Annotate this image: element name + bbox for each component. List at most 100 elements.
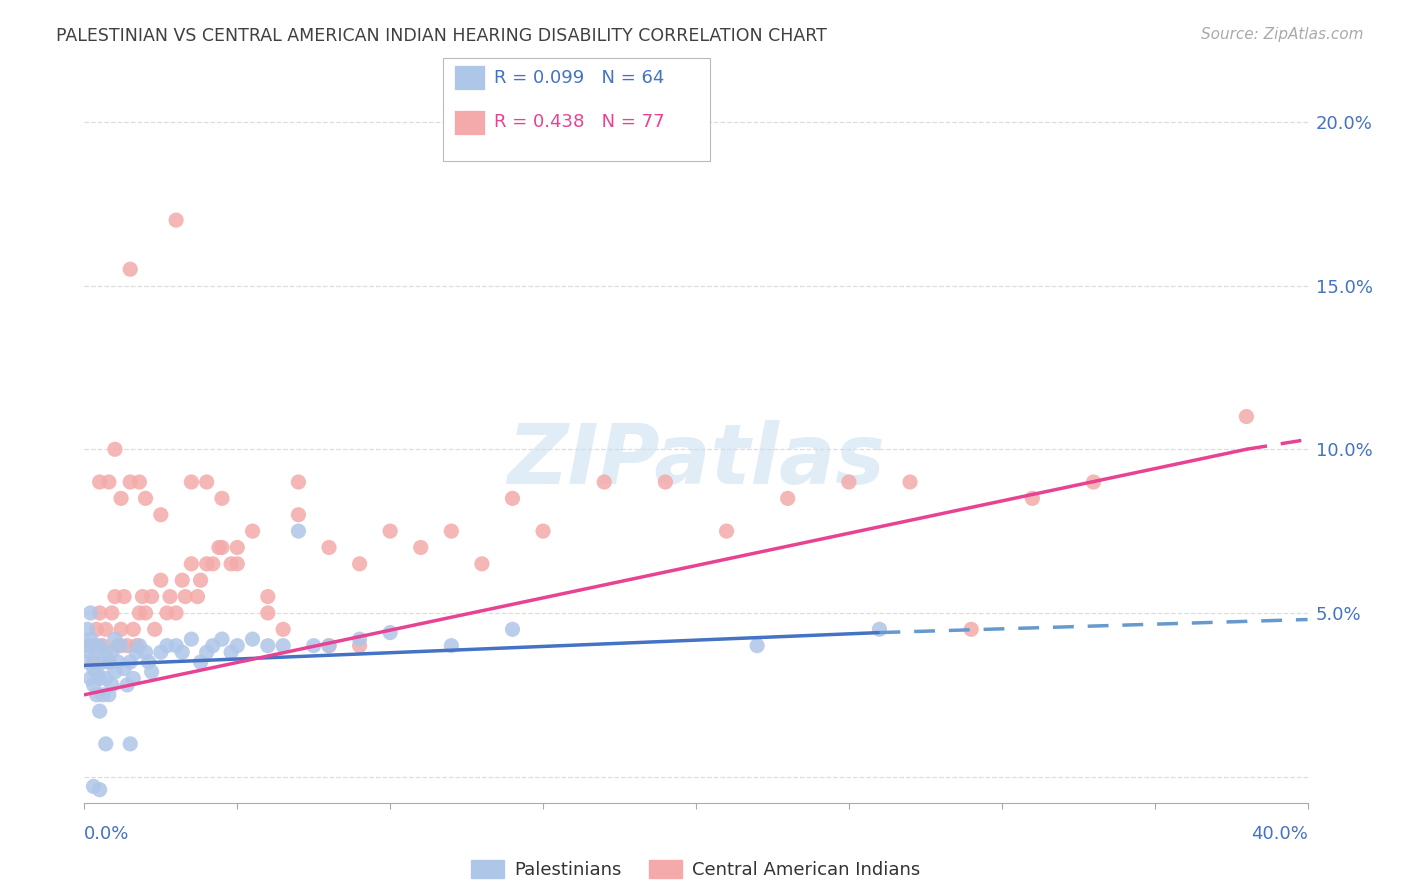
Point bbox=[531, 524, 554, 538]
Point bbox=[101, 606, 124, 620]
Point bbox=[380, 524, 402, 538]
Point bbox=[257, 590, 280, 604]
Point bbox=[165, 213, 187, 227]
Point bbox=[165, 639, 187, 653]
Point bbox=[79, 606, 101, 620]
Text: PALESTINIAN VS CENTRAL AMERICAN INDIAN HEARING DISABILITY CORRELATION CHART: PALESTINIAN VS CENTRAL AMERICAN INDIAN H… bbox=[56, 27, 827, 45]
Point bbox=[180, 557, 202, 571]
Point bbox=[86, 645, 108, 659]
Point bbox=[219, 557, 242, 571]
Point bbox=[86, 623, 108, 637]
Point bbox=[838, 475, 860, 489]
Point bbox=[409, 541, 432, 555]
Point bbox=[120, 262, 142, 277]
Point bbox=[208, 541, 231, 555]
Point bbox=[654, 475, 676, 489]
Point bbox=[226, 639, 249, 653]
Point bbox=[131, 590, 153, 604]
Point bbox=[83, 780, 105, 794]
Point bbox=[195, 475, 218, 489]
Point bbox=[1236, 409, 1258, 424]
Point bbox=[287, 475, 309, 489]
Point bbox=[1021, 491, 1043, 506]
Point bbox=[135, 645, 157, 659]
Point bbox=[97, 475, 120, 489]
Point bbox=[138, 655, 160, 669]
Point bbox=[112, 662, 135, 676]
Text: Source: ZipAtlas.com: Source: ZipAtlas.com bbox=[1201, 27, 1364, 42]
Point bbox=[211, 541, 233, 555]
Point bbox=[287, 508, 309, 522]
Point bbox=[94, 672, 117, 686]
Point bbox=[1083, 475, 1105, 489]
Point bbox=[110, 623, 132, 637]
Point bbox=[219, 645, 242, 659]
Point bbox=[94, 645, 117, 659]
Point bbox=[776, 491, 799, 506]
Point bbox=[120, 475, 142, 489]
Point bbox=[83, 678, 105, 692]
Point bbox=[110, 491, 132, 506]
Point bbox=[104, 590, 127, 604]
Point bbox=[165, 606, 187, 620]
Point bbox=[149, 573, 172, 587]
Text: R = 0.438   N = 77: R = 0.438 N = 77 bbox=[494, 113, 664, 131]
Point bbox=[125, 639, 148, 653]
Text: ZIPatlas: ZIPatlas bbox=[508, 420, 884, 500]
Point bbox=[122, 672, 145, 686]
Point bbox=[195, 557, 218, 571]
Point bbox=[128, 606, 150, 620]
Point bbox=[440, 639, 463, 653]
Point bbox=[242, 632, 264, 647]
Point bbox=[112, 590, 135, 604]
Point bbox=[716, 524, 738, 538]
Point bbox=[101, 645, 124, 659]
Point bbox=[86, 688, 108, 702]
Point bbox=[115, 678, 138, 692]
Point bbox=[89, 672, 111, 686]
Point bbox=[318, 541, 340, 555]
Point bbox=[149, 645, 172, 659]
Point bbox=[104, 665, 127, 679]
Point bbox=[89, 704, 111, 718]
Point bbox=[349, 639, 371, 653]
Point bbox=[302, 639, 325, 653]
Point bbox=[226, 541, 249, 555]
Point bbox=[83, 655, 105, 669]
Point bbox=[120, 737, 142, 751]
Point bbox=[257, 606, 280, 620]
Point bbox=[159, 590, 181, 604]
Point bbox=[869, 623, 891, 637]
Point bbox=[86, 665, 108, 679]
Point bbox=[201, 557, 224, 571]
Point bbox=[120, 655, 142, 669]
Point bbox=[257, 639, 280, 653]
Point bbox=[97, 655, 120, 669]
Point bbox=[128, 639, 150, 653]
Point bbox=[174, 590, 197, 604]
Point bbox=[91, 639, 114, 653]
Point bbox=[89, 606, 111, 620]
Point bbox=[143, 623, 166, 637]
Point bbox=[76, 639, 98, 653]
Point bbox=[107, 639, 129, 653]
Point bbox=[502, 491, 524, 506]
Point bbox=[76, 623, 98, 637]
Point bbox=[180, 632, 202, 647]
Point bbox=[141, 590, 163, 604]
Point bbox=[318, 639, 340, 653]
Point bbox=[190, 573, 212, 587]
Point bbox=[287, 524, 309, 538]
Point bbox=[186, 590, 208, 604]
Point bbox=[83, 662, 105, 676]
Point bbox=[122, 623, 145, 637]
Point bbox=[172, 645, 194, 659]
Point bbox=[242, 524, 264, 538]
Point bbox=[135, 491, 157, 506]
Point bbox=[211, 632, 233, 647]
Point bbox=[135, 606, 157, 620]
Point bbox=[94, 623, 117, 637]
Point bbox=[898, 475, 921, 489]
Point bbox=[89, 782, 111, 797]
Text: R = 0.099   N = 64: R = 0.099 N = 64 bbox=[494, 69, 664, 87]
